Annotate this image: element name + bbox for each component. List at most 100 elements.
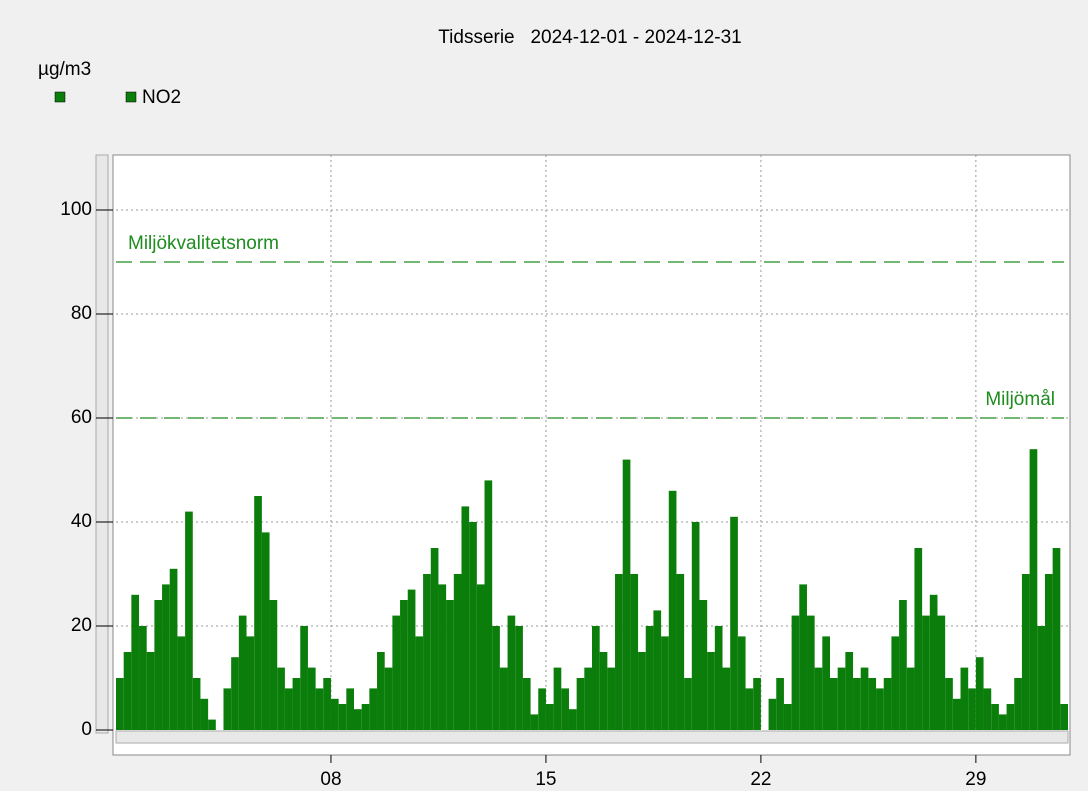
bar <box>131 594 140 730</box>
bar <box>492 626 500 730</box>
legend-swatch <box>54 91 66 103</box>
bar <box>269 600 278 730</box>
bar <box>945 678 953 730</box>
bar <box>576 678 585 730</box>
bar <box>630 574 639 730</box>
bar <box>185 511 193 730</box>
bar <box>169 568 178 730</box>
bar <box>400 600 408 730</box>
bar <box>783 704 792 730</box>
bar <box>814 667 823 730</box>
bar <box>469 522 477 730</box>
bar <box>315 688 324 730</box>
bar <box>607 667 616 730</box>
bar <box>461 506 470 730</box>
bar <box>730 516 738 730</box>
bar <box>707 652 715 730</box>
y-axis-label: µg/m3 <box>38 59 91 80</box>
bar <box>231 657 239 730</box>
scrollbar-vertical[interactable] <box>95 154 109 734</box>
bar <box>883 678 892 730</box>
bar <box>284 688 293 730</box>
bar <box>530 714 539 730</box>
bar <box>998 714 1007 730</box>
bar <box>799 584 807 730</box>
bar <box>377 652 385 730</box>
bar <box>361 704 370 730</box>
bar <box>261 532 270 730</box>
x-tick-label: 08 <box>320 769 341 790</box>
bar <box>545 704 554 730</box>
bar <box>584 667 592 730</box>
reference-label: Miljömål <box>985 389 1055 410</box>
bar <box>745 688 754 730</box>
legend-label: NO2 <box>142 87 181 108</box>
bar <box>192 678 201 730</box>
bar <box>952 698 961 730</box>
bar <box>822 636 830 730</box>
bar <box>676 574 685 730</box>
bar <box>1060 704 1068 730</box>
bar <box>438 584 447 730</box>
bar <box>123 652 132 730</box>
bar <box>154 600 163 730</box>
bar <box>983 688 992 730</box>
bar <box>223 688 232 730</box>
bar <box>960 667 969 730</box>
bar <box>645 626 654 730</box>
bar <box>323 678 331 730</box>
bar <box>691 522 700 730</box>
bar <box>1021 574 1030 730</box>
bar <box>714 626 723 730</box>
bar <box>737 636 746 730</box>
bar <box>522 678 531 730</box>
bar <box>423 574 431 730</box>
bar <box>868 678 877 730</box>
bar <box>561 688 569 730</box>
bar <box>338 704 347 730</box>
bar <box>830 678 838 730</box>
scrollbar-horizontal[interactable] <box>115 730 1069 744</box>
bar <box>307 667 316 730</box>
bar <box>238 615 247 730</box>
bar <box>369 688 378 730</box>
bar <box>254 496 262 730</box>
y-tick-label: 60 <box>71 407 92 428</box>
bar <box>622 459 631 730</box>
bar <box>162 584 170 730</box>
bar <box>768 698 777 730</box>
y-tick-label: 80 <box>71 303 92 324</box>
bar <box>653 610 662 730</box>
bar <box>592 626 600 730</box>
bar <box>914 548 923 730</box>
chart-title: Tidsserie 2024-12-01 - 2024-12-31 <box>438 27 741 48</box>
bar <box>722 667 731 730</box>
y-tick-label: 40 <box>71 511 92 532</box>
bar <box>922 615 930 730</box>
bar <box>453 574 462 730</box>
bar <box>430 548 439 730</box>
bar <box>753 678 761 730</box>
bar <box>853 678 861 730</box>
bar <box>384 667 393 730</box>
y-tick-label: 0 <box>81 719 92 740</box>
bar <box>684 678 692 730</box>
bar <box>899 600 907 730</box>
bar <box>1029 449 1038 730</box>
bar <box>446 600 454 730</box>
bar <box>392 615 401 730</box>
bar <box>615 574 623 730</box>
x-tick-label: 22 <box>750 769 771 790</box>
bar <box>200 698 209 730</box>
bar <box>776 678 784 730</box>
bar <box>975 657 984 730</box>
bar <box>860 667 869 730</box>
bar <box>139 626 147 730</box>
bar <box>638 652 646 730</box>
bar <box>599 652 608 730</box>
bar <box>300 626 308 730</box>
bar <box>1052 548 1061 730</box>
y-tick-label: 20 <box>71 615 92 636</box>
bar <box>806 615 815 730</box>
bar <box>246 636 255 730</box>
